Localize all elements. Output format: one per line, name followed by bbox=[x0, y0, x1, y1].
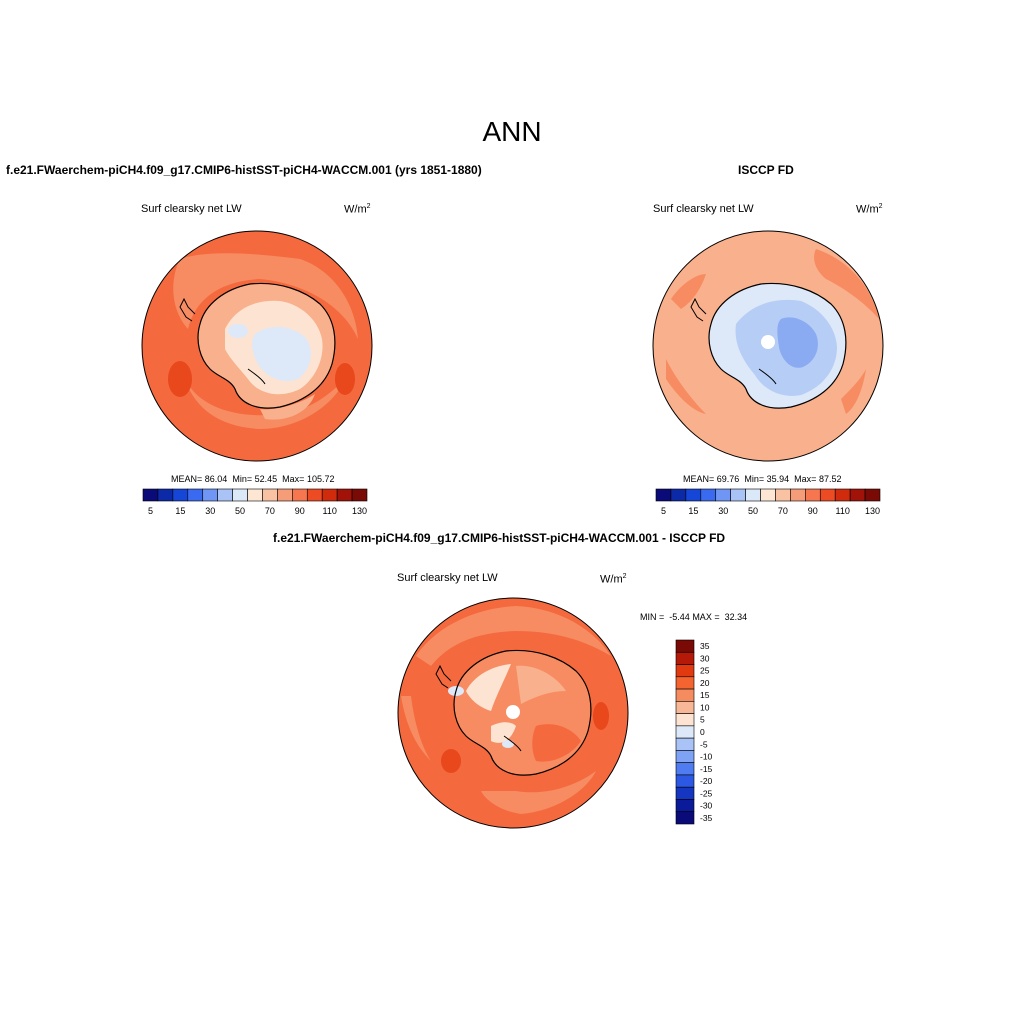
obs-polar-map bbox=[652, 230, 884, 462]
obs-colorbar-swatch bbox=[805, 488, 821, 502]
diff-colorbar-swatch bbox=[675, 713, 695, 727]
diff-colorbar-tick-label: 30 bbox=[700, 653, 710, 663]
diff-colorbar-swatch bbox=[675, 811, 695, 825]
diff-colorbar-swatch bbox=[675, 639, 695, 653]
model-colorbar-swatch bbox=[306, 488, 323, 502]
diff-variable-label: Surf clearsky net LW bbox=[397, 572, 498, 584]
obs-colorbar-tick-label: 70 bbox=[778, 506, 788, 516]
diff-colorbar-swatch bbox=[675, 664, 695, 678]
model-colorbar-tick-label: 110 bbox=[322, 506, 336, 516]
diff-colorbar-tick-label: 20 bbox=[700, 678, 710, 688]
model-colorbar-tick-label: 70 bbox=[265, 506, 275, 516]
obs-colorbar-swatch bbox=[715, 488, 731, 502]
diff-colorbar-swatch bbox=[675, 774, 695, 788]
obs-stats: MEAN= 69.76 Min= 35.94 Max= 87.52 bbox=[683, 474, 842, 484]
model-colorbar-swatch bbox=[232, 488, 248, 502]
obs-colorbar-swatch bbox=[730, 488, 746, 502]
main-title: ANN bbox=[482, 116, 542, 147]
model-colorbar-swatch bbox=[292, 488, 308, 502]
diff-colorbar-tick-label: 25 bbox=[700, 666, 710, 676]
model-colorbar-swatch bbox=[351, 488, 368, 502]
model-panel-title: f.e21.FWaerchem-piCH4.f09_g17.CMIP6-hist… bbox=[6, 163, 482, 177]
diff-colorbar-swatch bbox=[675, 676, 695, 690]
obs-colorbar-swatch bbox=[655, 488, 672, 502]
model-colorbar-tick-label: 30 bbox=[205, 506, 215, 516]
model-colorbar-swatch bbox=[277, 488, 293, 502]
model-colorbar-swatch bbox=[202, 488, 218, 502]
obs-colorbar-tick-label: 50 bbox=[748, 506, 758, 516]
obs-colorbar-swatch bbox=[670, 488, 687, 502]
model-colorbar-swatch bbox=[247, 488, 263, 502]
diff-colorbar-tick-label: 5 bbox=[700, 715, 705, 725]
model-stats: MEAN= 86.04 Min= 52.45 Max= 105.72 bbox=[171, 474, 335, 484]
obs-panel-title: ISCCP FD bbox=[738, 163, 794, 177]
diff-colorbar-tick-label: -10 bbox=[700, 752, 713, 762]
obs-colorbar-tick-label: 130 bbox=[865, 506, 880, 516]
model-colorbar-swatch bbox=[157, 488, 174, 502]
obs-colorbar-tick-label: 110 bbox=[835, 506, 849, 516]
diff-colorbar-swatch bbox=[675, 737, 695, 751]
obs-colorbar-swatch bbox=[849, 488, 866, 502]
model-colorbar: 5 15 30 50 70 90 110 130 bbox=[142, 488, 368, 516]
diff-colorbar: 35 30 25 20 15 10 5 0 -5 -10 -15 -20 -25 -30 -35 bbox=[675, 639, 713, 825]
model-polar-map bbox=[141, 230, 373, 462]
diff-colorbar-swatch bbox=[675, 651, 695, 665]
obs-colorbar-tick-label: 30 bbox=[718, 506, 728, 516]
obs-colorbar-swatch bbox=[790, 488, 806, 502]
obs-colorbar-swatch bbox=[685, 488, 702, 502]
diff-colorbar-swatch bbox=[675, 799, 695, 813]
diff-colorbar-swatch bbox=[675, 701, 695, 714]
obs-colorbar-swatch bbox=[745, 488, 761, 502]
diff-colorbar-tick-label: -25 bbox=[700, 788, 713, 798]
model-colorbar-tick-label: 15 bbox=[175, 506, 185, 516]
model-colorbar-swatch bbox=[142, 488, 159, 502]
model-colorbar-swatch bbox=[172, 488, 189, 502]
diff-colorbar-tick-label: 10 bbox=[700, 702, 710, 712]
model-colorbar-swatch bbox=[217, 488, 233, 502]
diff-colorbar-tick-label: -15 bbox=[700, 764, 713, 774]
diff-min-max: MIN = -5.44 MAX = 32.34 bbox=[640, 612, 748, 622]
diff-colorbar-swatch bbox=[675, 786, 695, 800]
model-colorbar-swatch bbox=[336, 488, 353, 502]
diff-colorbar-tick-label: 15 bbox=[700, 690, 710, 700]
obs-variable-label: Surf clearsky net LW bbox=[653, 203, 754, 215]
obs-colorbar-swatch bbox=[760, 488, 776, 502]
diff-colorbar-swatch bbox=[675, 688, 695, 702]
diff-colorbar-swatch bbox=[675, 725, 695, 739]
model-colorbar-tick-label: 50 bbox=[235, 506, 245, 516]
diff-polar-map bbox=[397, 597, 629, 829]
diff-panel-title: f.e21.FWaerchem-piCH4.f09_g17.CMIP6-hist… bbox=[273, 531, 726, 545]
obs-colorbar-swatch bbox=[819, 488, 836, 502]
obs-colorbar-tick-label: 5 bbox=[661, 506, 666, 516]
diff-colorbar-tick-label: -35 bbox=[700, 813, 713, 823]
diff-colorbar-tick-label: -5 bbox=[700, 739, 708, 749]
model-colorbar-swatch bbox=[321, 488, 338, 502]
obs-colorbar-swatch bbox=[834, 488, 851, 502]
model-colorbar-swatch bbox=[262, 488, 278, 502]
obs-units-label: W/m2 bbox=[856, 203, 883, 216]
obs-colorbar-swatch bbox=[775, 488, 791, 502]
diff-colorbar-tick-label: -20 bbox=[700, 776, 713, 786]
model-variable-label: Surf clearsky net LW bbox=[141, 203, 242, 215]
diff-colorbar-tick-label: 0 bbox=[700, 727, 705, 737]
model-colorbar-tick-label: 130 bbox=[352, 506, 367, 516]
obs-colorbar-swatch bbox=[864, 488, 881, 502]
diff-colorbar-swatch bbox=[675, 750, 695, 763]
obs-colorbar: 5 15 30 50 70 90 110 130 bbox=[655, 488, 881, 516]
obs-colorbar-tick-label: 90 bbox=[808, 506, 818, 516]
model-colorbar-swatch bbox=[187, 488, 204, 502]
diff-units-label: W/m2 bbox=[600, 573, 627, 586]
diff-colorbar-tick-label: 35 bbox=[700, 641, 710, 651]
model-units-label: W/m2 bbox=[344, 203, 371, 216]
obs-colorbar-swatch bbox=[700, 488, 717, 502]
model-colorbar-tick-label: 5 bbox=[148, 506, 153, 516]
obs-colorbar-tick-label: 15 bbox=[688, 506, 698, 516]
diff-colorbar-tick-label: -30 bbox=[700, 801, 713, 811]
diff-colorbar-swatch bbox=[675, 762, 695, 776]
model-colorbar-tick-label: 90 bbox=[295, 506, 305, 516]
